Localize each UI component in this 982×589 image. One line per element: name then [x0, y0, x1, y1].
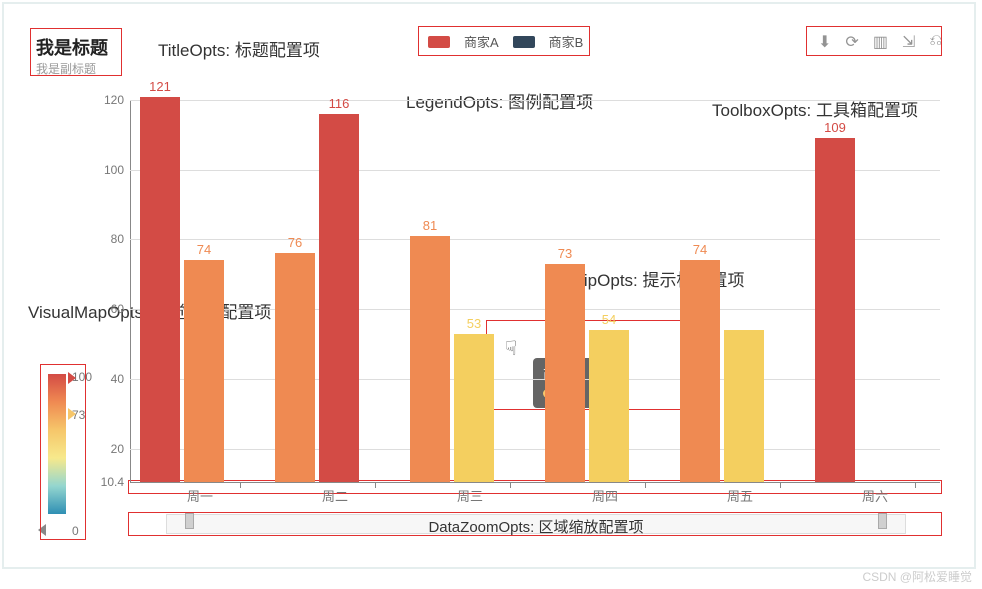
x-axis	[130, 482, 940, 483]
x-tick	[645, 482, 646, 488]
y-tick-label: 10.4	[94, 475, 124, 489]
bar-B-1[interactable]	[319, 114, 359, 482]
bar-B-2[interactable]	[454, 334, 494, 482]
y-tick-label: 120	[94, 93, 124, 107]
x-tick-label: 周五	[710, 486, 770, 505]
bar-A-3[interactable]	[545, 264, 585, 482]
x-tick-label: 周六	[845, 486, 905, 505]
bar-label-B-2: 53	[448, 316, 500, 331]
annot-title-opts: TitleOpts: 标题配置项	[158, 36, 320, 61]
watermark: CSDN @阿松爱睡觉	[862, 568, 972, 585]
bar-A-5[interactable]	[815, 138, 855, 482]
bar-label-A-3: 73	[539, 246, 591, 261]
bar-label-A-4: 74	[674, 242, 726, 257]
redbox-vmap	[40, 364, 86, 540]
y-tick-label: 80	[94, 232, 124, 246]
bar-label-B-0: 74	[178, 242, 230, 257]
x-tick-label: 周二	[305, 486, 365, 505]
x-tick	[240, 482, 241, 488]
x-tick	[915, 482, 916, 488]
y-axis	[130, 100, 131, 482]
bar-label-A-2: 81	[404, 218, 456, 233]
x-tick	[780, 482, 781, 488]
redbox-dz	[128, 512, 942, 536]
bar-B-0[interactable]	[184, 260, 224, 482]
y-tick-label: 100	[94, 163, 124, 177]
x-tick-label: 周四	[575, 486, 635, 505]
bar-label-A-1: 76	[269, 235, 321, 250]
bar-B-4[interactable]	[724, 330, 764, 482]
x-tick	[510, 482, 511, 488]
bar-A-0[interactable]	[140, 97, 180, 482]
bar-label-A-5: 109	[809, 120, 861, 135]
bar-A-1[interactable]	[275, 253, 315, 482]
grid-line	[130, 100, 940, 101]
redbox-legend	[418, 26, 590, 56]
bar-A-4[interactable]	[680, 260, 720, 482]
bar-B-3[interactable]	[589, 330, 629, 482]
y-tick-label: 20	[94, 442, 124, 456]
y-tick-label: 60	[94, 302, 124, 316]
bar-label-B-1: 116	[313, 96, 365, 111]
x-tick-label: 周三	[440, 486, 500, 505]
redbox-toolbox	[806, 26, 942, 56]
bar-label-A-0: 121	[134, 79, 186, 94]
bar-A-2[interactable]	[410, 236, 450, 482]
x-tick	[375, 482, 376, 488]
y-tick-label: 40	[94, 372, 124, 386]
x-tick-label: 周一	[170, 486, 230, 505]
redbox-title	[30, 28, 122, 76]
bar-label-B-3: 54	[583, 312, 635, 327]
